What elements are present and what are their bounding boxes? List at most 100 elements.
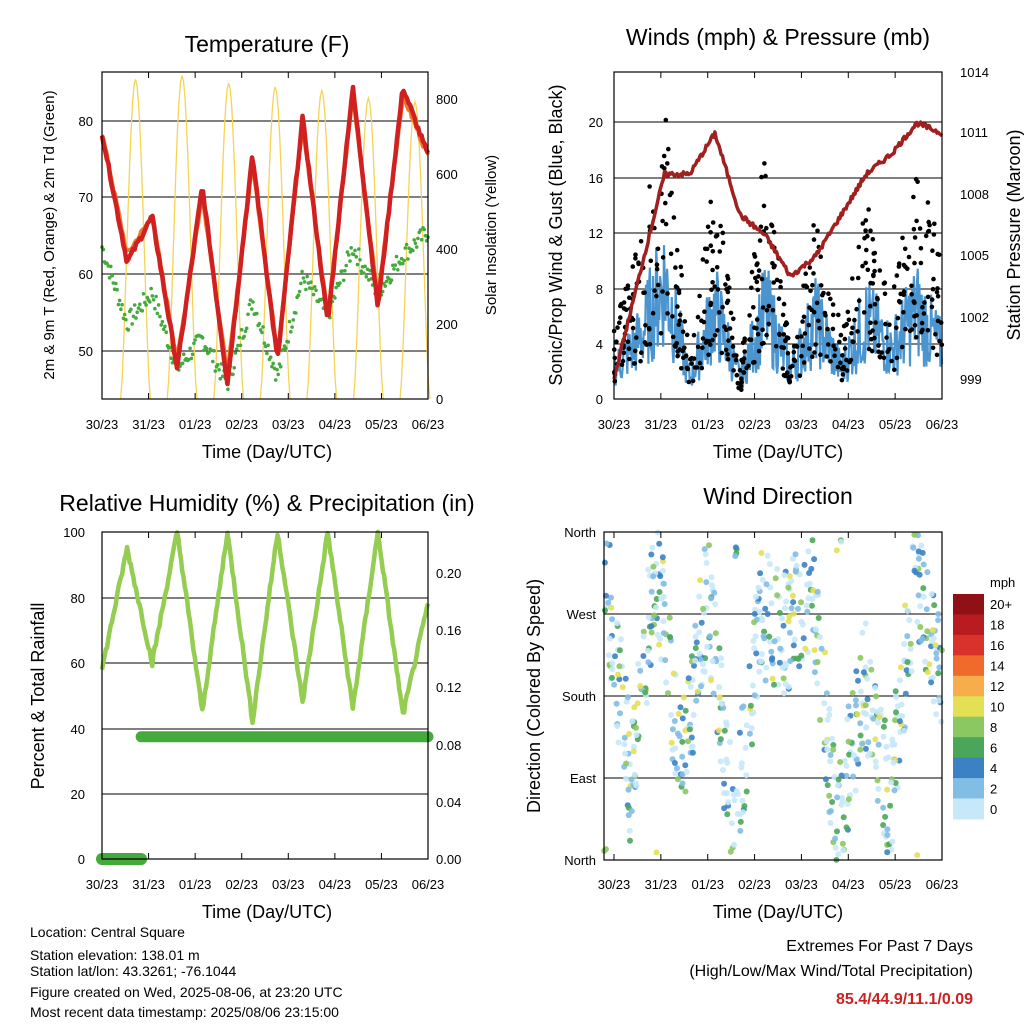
wind-direction-point (743, 772, 750, 779)
gust-point (695, 344, 701, 350)
dewpoint-point (384, 279, 389, 284)
dewpoint-point (296, 293, 301, 298)
gust-point (730, 344, 736, 349)
gust-point (752, 325, 757, 331)
legend-swatch (953, 757, 984, 779)
dewpoint-point (243, 329, 248, 334)
dewpoint-point (363, 264, 367, 269)
wind-direction-point (659, 554, 666, 561)
dewpoint-point (163, 324, 167, 329)
wind-direction-point (930, 698, 937, 705)
gust-point (800, 319, 805, 324)
gust-point (896, 264, 902, 269)
wind-direction-point (686, 726, 693, 733)
rh-ytick-20: 20 (71, 787, 85, 802)
rh-ytick-60: 60 (71, 656, 85, 671)
dewpoint-point (202, 348, 206, 353)
wind-direction-point (910, 544, 917, 551)
legend-label: 14 (990, 659, 1004, 674)
wind-direction-point (702, 551, 709, 558)
gust-point (762, 161, 767, 166)
wind-direction-point (899, 713, 906, 719)
x-tick-label: 05/23 (879, 877, 912, 892)
legend-label: 2 (990, 781, 997, 796)
wind-direction-point (849, 690, 856, 696)
recent-text: Most recent data timestamp: 2025/08/06 2… (30, 1004, 339, 1020)
gust-point (828, 359, 833, 364)
wind-direction-point (648, 623, 655, 630)
wind-direction-point (712, 630, 719, 637)
wind-direction-point (901, 727, 907, 734)
gust-point (824, 354, 829, 359)
dewpoint-point (354, 254, 359, 259)
wind-direction-point (826, 706, 833, 712)
x-tick-label: 31/23 (132, 417, 165, 432)
wind-direction-point (793, 562, 800, 569)
wind-direction-point (918, 542, 925, 549)
gust-point (739, 376, 744, 382)
wind-direction-point (614, 620, 621, 627)
wind-direction-point (762, 677, 769, 684)
gust-point (673, 344, 678, 349)
dewpoint-point (359, 269, 364, 274)
wind-direction-point (752, 633, 759, 640)
dewpoint-point (389, 278, 394, 283)
x-tick-label: 06/23 (412, 877, 445, 892)
gust-point (770, 307, 776, 313)
gust-point (725, 276, 731, 282)
temp-ytick-70: 70 (79, 190, 93, 205)
wind-direction-point (786, 573, 793, 580)
gust-point (839, 377, 845, 383)
wind-direction-point (621, 741, 628, 748)
gust-point (876, 343, 881, 348)
wind-direction-point (792, 568, 799, 575)
gust-point (739, 357, 744, 363)
dewpoint-point (411, 248, 415, 253)
gust-point (820, 292, 825, 298)
wind-direction-point (627, 837, 633, 844)
wind-direction-point (609, 660, 616, 667)
gust-point (663, 200, 668, 206)
wind-direction-point (637, 683, 644, 690)
legend-label: 4 (990, 761, 997, 776)
wind-direction-point (882, 813, 889, 820)
dewpoint-point (242, 334, 246, 339)
gust-point (883, 321, 888, 327)
gust-point (704, 246, 710, 252)
gust-point (764, 308, 770, 313)
gust-point (725, 357, 731, 362)
dewpoint-point (193, 338, 197, 342)
wind-direction-point (789, 555, 796, 562)
gust-point (654, 262, 660, 268)
wind-direction-point (656, 589, 663, 595)
dir-ytick-west: West (567, 607, 597, 622)
wind-direction-point (876, 714, 883, 721)
wind-direction-point (761, 628, 768, 635)
gust-point (881, 355, 887, 361)
gust-point (869, 336, 874, 342)
wind-direction-point (677, 704, 684, 711)
dewpoint-point (333, 296, 337, 300)
gust-point (763, 173, 768, 179)
solar-ytick-200: 200 (436, 317, 458, 332)
wind-direction-point (812, 626, 819, 633)
gust-point (719, 350, 725, 356)
wind-direction-point (766, 633, 773, 640)
dir-ytick-south: South (562, 689, 596, 704)
wind-direction-point (616, 663, 623, 670)
wind-direction-point (855, 677, 861, 684)
gust-point (929, 304, 935, 310)
dewpoint-point (192, 341, 196, 346)
gust-point (844, 368, 850, 373)
gust-point (871, 273, 876, 279)
wind-direction-point (839, 794, 845, 801)
wind-direction-point (716, 645, 723, 652)
gust-point (620, 358, 626, 364)
dewpoint-point (401, 261, 405, 266)
gust-point (836, 312, 841, 318)
dewpoint-point (151, 298, 156, 302)
gust-point (647, 184, 652, 189)
gust-point (684, 332, 690, 338)
legend-swatch (953, 798, 984, 820)
wind-direction-point (682, 707, 689, 714)
